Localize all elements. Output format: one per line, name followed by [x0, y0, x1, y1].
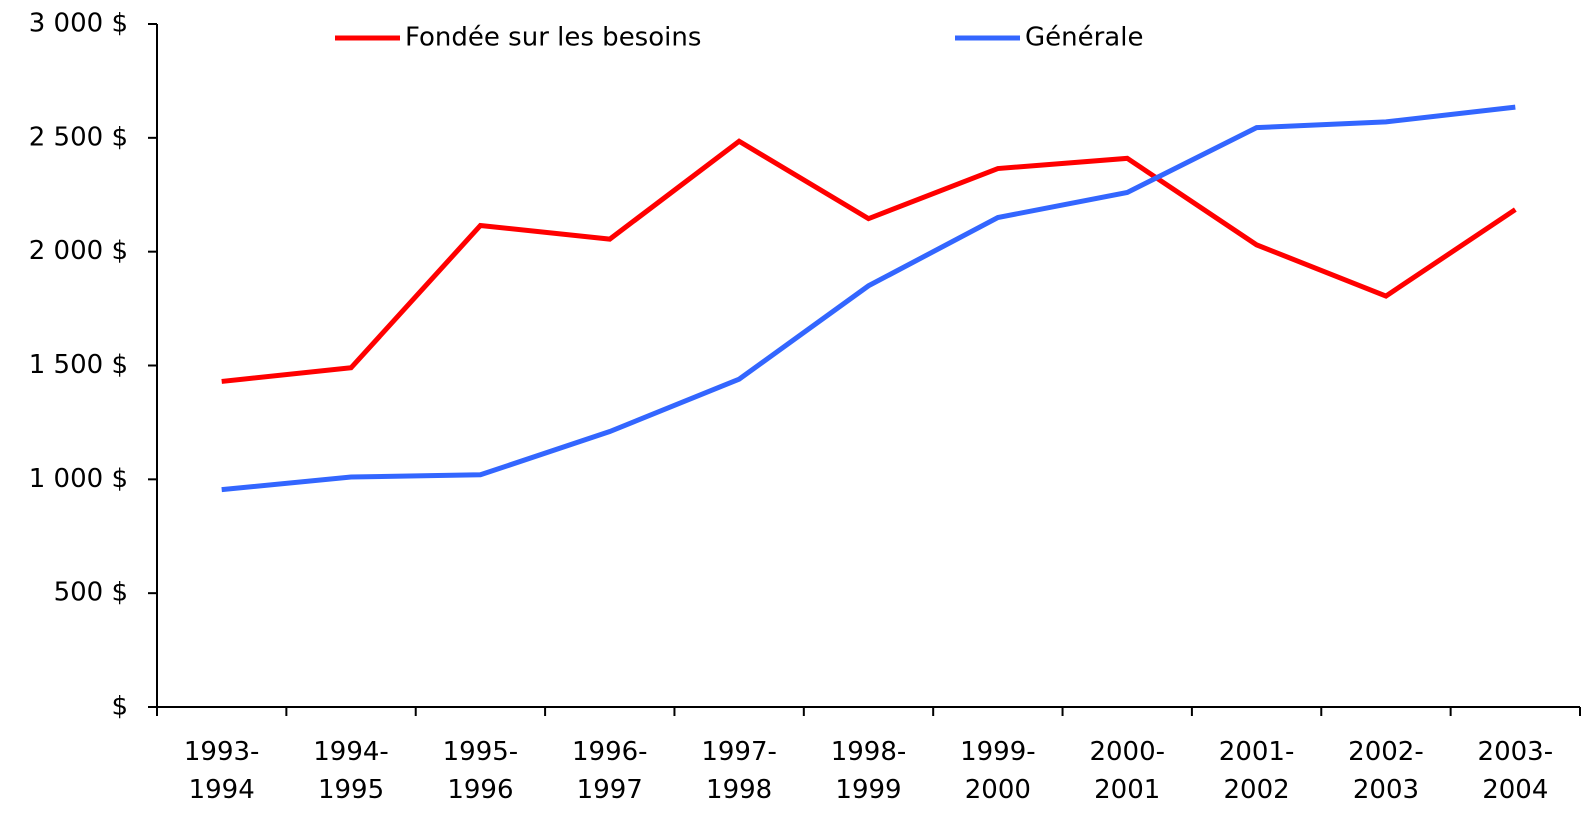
legend-label: Fondée sur les besoins	[405, 23, 701, 53]
x-tick-label: 1999- 2000	[960, 737, 1036, 805]
y-tick-label: 2 500 $	[29, 122, 128, 152]
x-tick-label: 1997- 1998	[701, 737, 777, 805]
legend-label: Générale	[1025, 23, 1143, 53]
y-tick-label: 500 $	[54, 578, 128, 608]
y-tick-label: 1 500 $	[29, 350, 128, 380]
y-tick-label: 2 000 $	[29, 236, 128, 266]
x-tick-label: 2003- 2004	[1477, 737, 1554, 805]
x-tick-label: 2001- 2002	[1218, 737, 1295, 805]
line-series	[221, 104, 1516, 493]
x-tick-label: 1993- 1994	[183, 737, 260, 805]
x-tick-label: 1998- 1999	[830, 737, 907, 805]
x-tick-label: 1995- 1996	[442, 737, 519, 805]
x-tick-label: 1996- 1997	[571, 737, 648, 805]
x-tick-label: 1994- 1995	[313, 737, 389, 805]
line-series	[221, 138, 1517, 384]
y-tick-label: 3 000 $	[29, 9, 128, 39]
y-tick-label: 1 000 $	[29, 464, 128, 494]
y-tick-label: $	[111, 692, 128, 722]
x-tick-label: 2000- 2001	[1089, 737, 1165, 805]
x-tick-label: 2002- 2003	[1348, 737, 1424, 805]
